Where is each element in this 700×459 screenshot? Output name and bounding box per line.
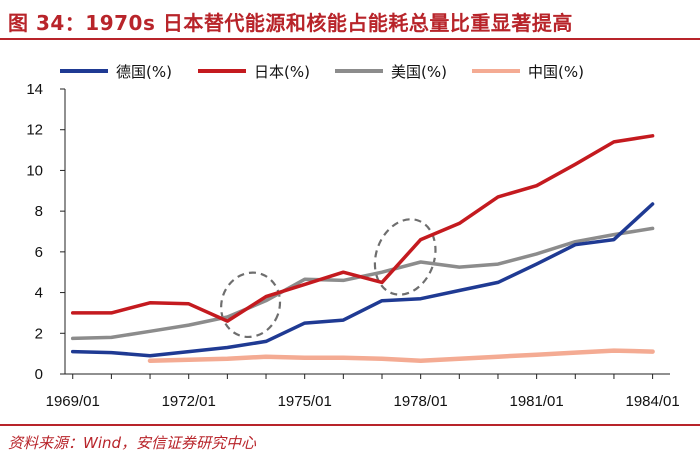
annotation-ellipse-2	[373, 218, 437, 296]
x-tick-label: 1981/01	[510, 393, 564, 410]
y-tick-label: 0	[35, 366, 43, 383]
series-line-4	[147, 348, 655, 364]
chart-series	[70, 134, 655, 364]
x-tick-label: 1978/01	[394, 393, 448, 410]
figure-title-bar: 图 34：1970s 日本替代能源和核能占能耗总量比重显著提高	[0, 0, 700, 40]
series-line-3	[70, 226, 655, 341]
x-tick-label: 1975/01	[278, 393, 332, 410]
annotation-ellipse-1	[220, 271, 282, 339]
x-tick-label: 1984/01	[625, 393, 679, 410]
line-chart: 0 2 4 6 8 10 12 14 1969/01 1972/01 1975/01 1978/01 1…	[26, 63, 679, 410]
legend-label-3: 美国(%)	[391, 63, 447, 81]
y-tick-label: 2	[35, 325, 43, 342]
y-tick-label: 8	[35, 203, 43, 220]
chart-axes: 0 2 4 6 8 10 12 14 1969/01 1972/01 1975/01 1978/01 1…	[26, 81, 679, 410]
series-line-2	[70, 134, 655, 323]
legend-label-2: 日本(%)	[254, 63, 310, 81]
chart-annotations	[220, 218, 437, 339]
y-tick-label: 10	[26, 162, 43, 179]
y-tick-label: 4	[35, 285, 43, 302]
source-bar: 资料来源：Wind，安信证券研究中心	[0, 424, 700, 459]
x-tick-label: 1972/01	[162, 393, 216, 410]
chart-legend: 德国(%) 日本(%) 美国(%) 中国(%)	[60, 63, 584, 81]
y-tick-label: 14	[26, 81, 43, 98]
figure-title: 图 34：1970s 日本替代能源和核能占能耗总量比重显著提高	[8, 11, 573, 35]
legend-label-4: 中国(%)	[528, 63, 584, 81]
y-tick-label: 6	[35, 244, 43, 261]
legend-label-1: 德国(%)	[116, 63, 172, 81]
series-line-1	[70, 202, 655, 358]
source-note: 资料来源：Wind，安信证券研究中心	[8, 434, 257, 452]
y-tick-label: 12	[26, 122, 43, 139]
x-tick-label: 1969/01	[46, 393, 100, 410]
